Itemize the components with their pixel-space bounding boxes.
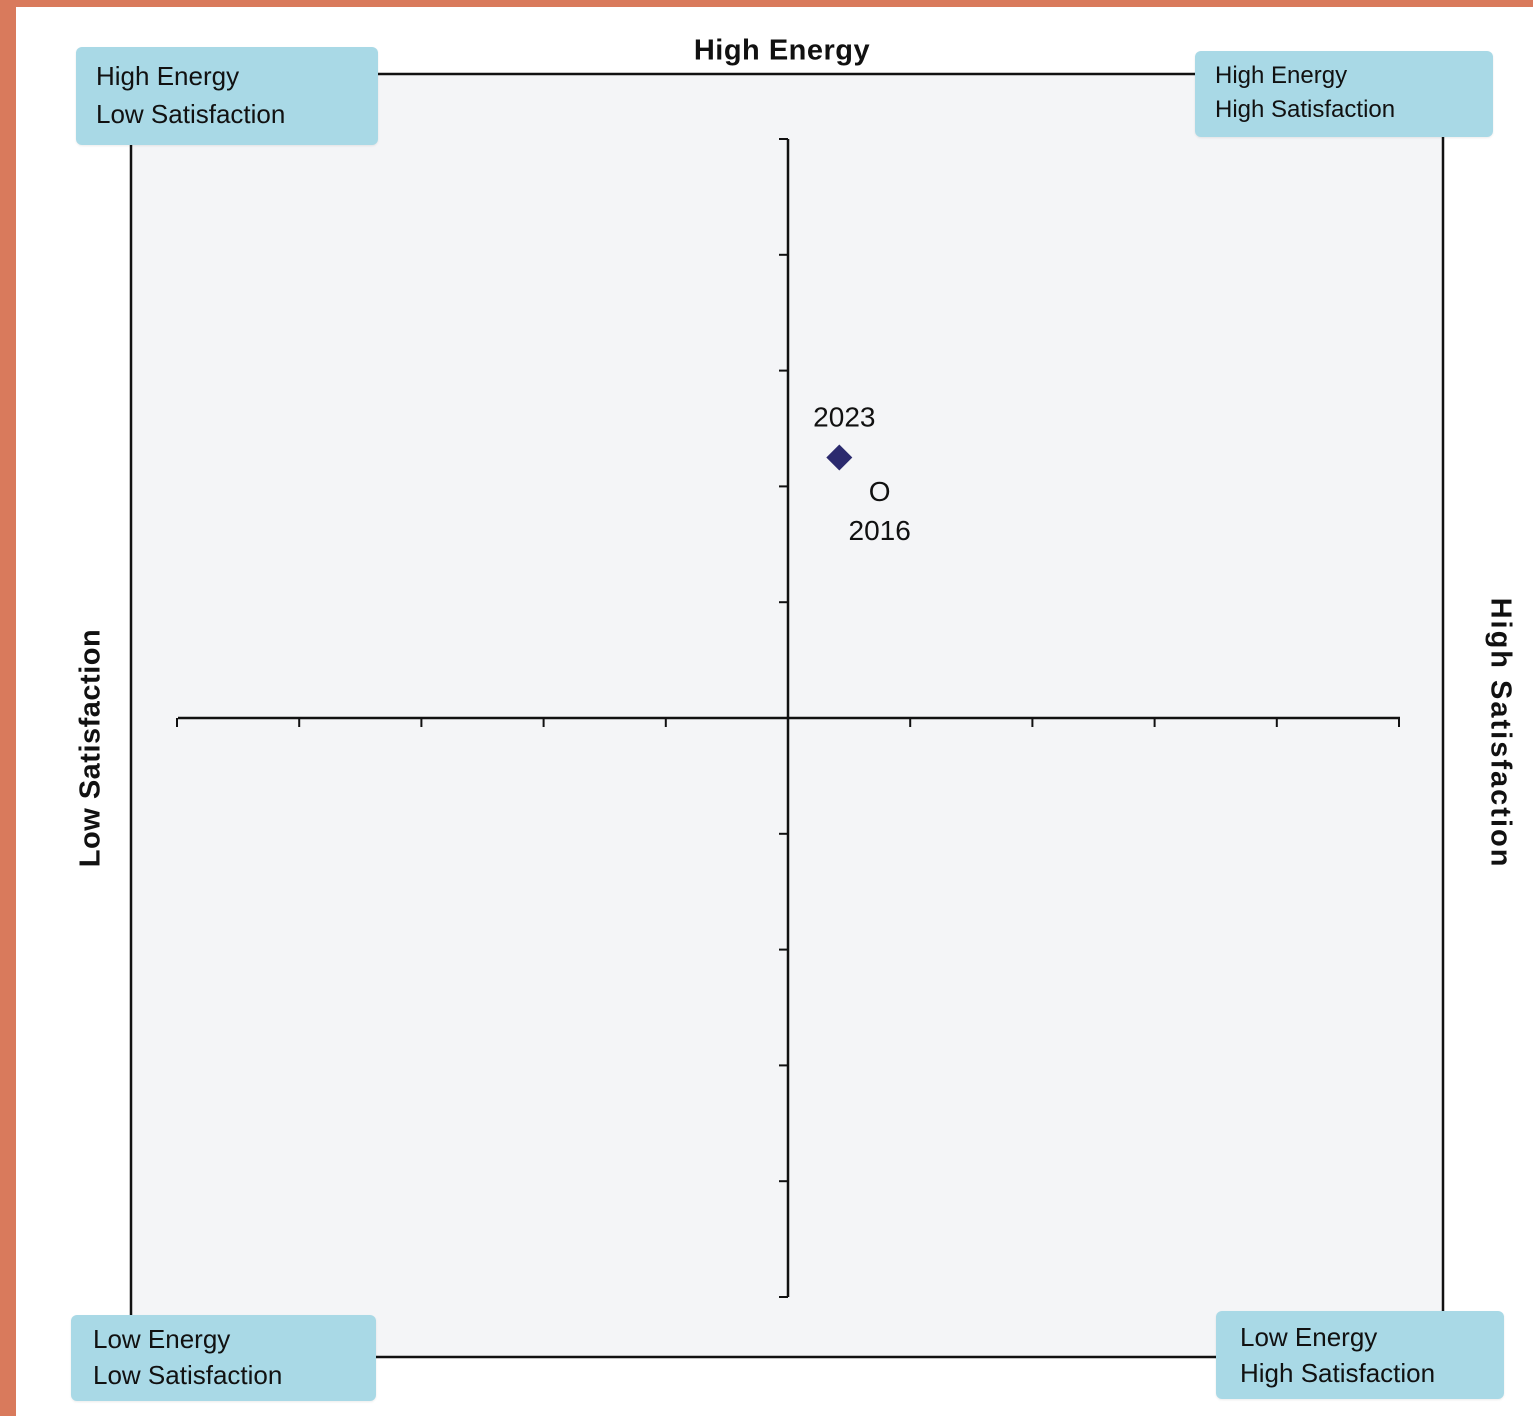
quadrant-label-bottom-right: Low Energy High Satisfaction <box>1216 1311 1504 1399</box>
axis-title-top: High Energy <box>693 34 871 67</box>
data-point-marker: O <box>869 476 891 507</box>
chart-frame: 2023 O 2016 High Energy Low Satisfaction H… <box>16 7 1533 1416</box>
quadrant-label-line: High Satisfaction <box>1240 1358 1436 1388</box>
axes <box>176 138 1400 1298</box>
data-points: 2023 O 2016 <box>813 401 911 546</box>
quadrant-label-bottom-left: Low Energy Low Satisfaction <box>71 1315 376 1401</box>
quadrant-label-line: Low Energy <box>93 1324 231 1354</box>
axis-title-right: High Satisfaction <box>1484 597 1517 869</box>
quadrant-label-line: Low Satisfaction <box>93 1360 283 1390</box>
quadrant-label-line: Low Satisfaction <box>96 99 286 129</box>
axis-title-left: Low Satisfaction <box>74 628 107 868</box>
quadrant-label-line: High Energy <box>96 61 240 91</box>
data-label: 2023 <box>813 401 875 432</box>
quadrant-chart: 2023 O 2016 <box>129 72 1445 1359</box>
quadrant-label-line: High Satisfaction <box>1215 96 1396 123</box>
data-label: 2016 <box>849 515 911 546</box>
quadrant-label-line: High Energy <box>1215 62 1348 89</box>
data-point-diamond <box>826 444 853 471</box>
quadrant-label-top-right: High Energy High Satisfaction <box>1195 51 1493 137</box>
quadrant-label-line: Low Energy <box>1240 1322 1378 1352</box>
quadrant-label-top-left: High Energy Low Satisfaction <box>76 47 378 145</box>
